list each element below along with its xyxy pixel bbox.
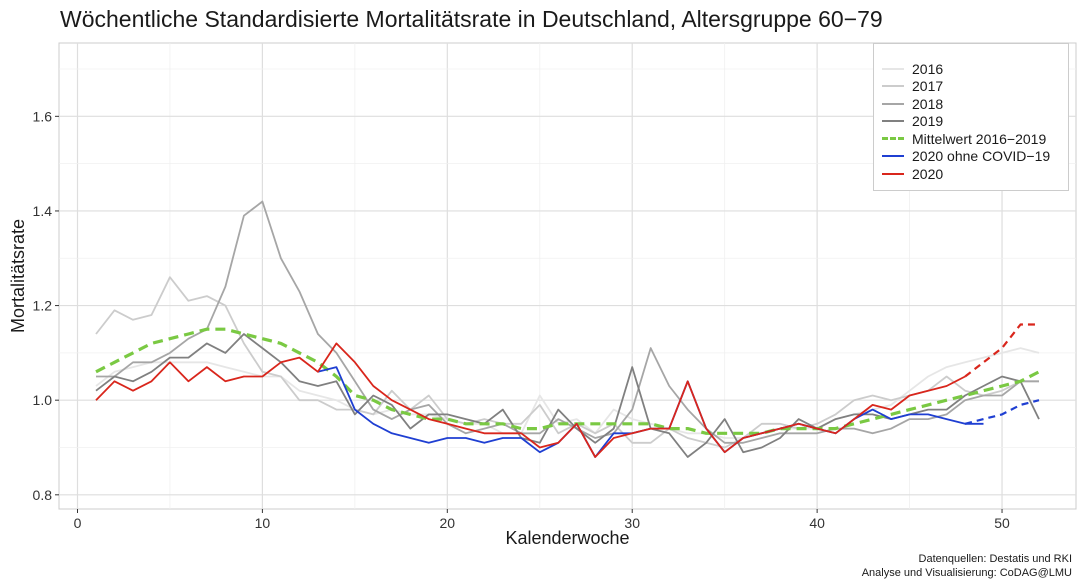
legend-label-2016: 2016 (912, 60, 944, 77)
legend-label-2020-no-covid: 2020 ohne COVID−19 (912, 148, 1051, 165)
y-tick-label: 1.4 (33, 203, 53, 219)
caption-sources: Datenquellen: Destatis und RKI (918, 553, 1072, 565)
caption-credit: Analyse und Visualisierung: CoDAG@LMU (861, 567, 1072, 579)
y-tick-label: 0.8 (33, 487, 53, 503)
x-tick-label: 20 (440, 515, 456, 531)
caption: Datenquellen: Destatis und RKI Analyse u… (862, 552, 1072, 580)
legend-label-2020: 2020 (912, 165, 944, 182)
axis-layer: 0 10 20 30 40 50 0.8 1.0 1.2 1.4 1.6 Kalenderwoche M… (8, 108, 1010, 548)
legend: 2016 2017 2018 2019 Mittelwert 2016−2019… (873, 43, 1069, 191)
series-line-2020-ohne-covid-19-prognose (964, 399, 1040, 425)
x-tick-label: 10 (255, 515, 271, 531)
y-tick-label: 1.0 (33, 392, 53, 408)
series-line-mittelwert-2016-2019 (95, 327, 1040, 435)
series-line-2020 (95, 342, 966, 458)
legend-key-2020 (878, 168, 908, 180)
legend-key-2019 (878, 115, 908, 127)
y-axis-label: Mortalitätsrate (8, 219, 28, 333)
chart-title: Wöchentliche Standardisierte Mortalitäts… (60, 6, 883, 32)
x-tick-label: 40 (809, 515, 825, 531)
legend-key-2020-no-covid (878, 150, 908, 162)
y-tick-label: 1.2 (33, 298, 53, 314)
series-line-2017 (95, 276, 1039, 449)
legend-label-2018: 2018 (912, 95, 944, 112)
series-layer (95, 200, 1040, 458)
legend-item-2018: 2018 (874, 95, 1068, 113)
y-tick-label: 1.6 (33, 108, 53, 124)
legend-label-2017: 2017 (912, 78, 944, 95)
series-line-2020-prognose (964, 323, 1039, 378)
legend-item-2020: 2020 (874, 165, 1068, 183)
legend-key-mean (878, 133, 908, 145)
legend-label-mean: Mittelwert 2016−2019 (912, 130, 1047, 147)
legend-key-2016 (878, 63, 908, 75)
x-axis-label: Kalenderwoche (505, 528, 629, 548)
legend-key-2017 (878, 80, 908, 92)
x-tick-label: 30 (624, 515, 640, 531)
x-tick-label: 50 (994, 515, 1010, 531)
legend-item-2019: 2019 (874, 113, 1068, 131)
legend-key-2018 (878, 98, 908, 110)
legend-item-2020-no-covid: 2020 ohne COVID−19 (874, 148, 1068, 166)
x-tick-label: 0 (74, 515, 82, 531)
legend-item-2017: 2017 (874, 78, 1068, 96)
legend-label-2019: 2019 (912, 113, 944, 130)
legend-item-mean: Mittelwert 2016−2019 (874, 130, 1068, 148)
legend-item-2016: 2016 (874, 60, 1068, 78)
